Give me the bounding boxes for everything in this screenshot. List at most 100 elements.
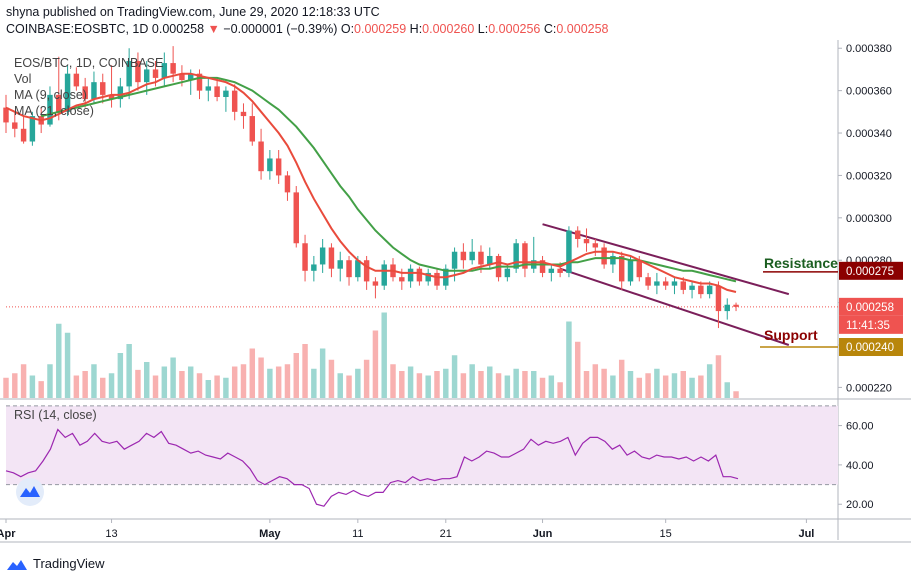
candle-body <box>425 272 431 282</box>
candle-body <box>522 243 528 269</box>
change-value: −0.000001 (−0.39%) <box>223 22 338 36</box>
candle-body <box>733 304 739 307</box>
rsi-tick-label: 40.00 <box>846 460 874 472</box>
candle-body <box>610 255 616 265</box>
candle-body <box>363 260 370 282</box>
low-value: 0.000256 <box>488 22 541 36</box>
resistance-price-badge: 0.000275 <box>846 266 894 278</box>
price-tick-label: 0.000360 <box>846 86 892 98</box>
candle-body <box>231 90 238 112</box>
candle-body <box>73 73 80 87</box>
channel-upper-line <box>542 223 790 296</box>
candle-body <box>126 60 132 87</box>
volume-bar <box>487 366 493 398</box>
candle-body <box>64 73 71 112</box>
volume-bar <box>434 371 440 398</box>
volume-bar <box>126 344 132 398</box>
candle-body <box>715 285 722 312</box>
volume-bar <box>574 341 581 398</box>
candle-body <box>187 73 194 81</box>
symbol: COINBASE:EOSBTC, 1D <box>6 22 149 36</box>
candle-body <box>601 247 607 265</box>
support-price-badge: 0.000240 <box>846 342 894 354</box>
volume-bar <box>311 368 317 398</box>
change-arrow-icon: ▼ <box>207 22 220 36</box>
legend-ma9: MA (9, close) <box>14 88 87 102</box>
volume-bar <box>161 366 168 398</box>
candle-body <box>698 285 704 295</box>
volume-bar <box>170 357 176 398</box>
open-label: O: <box>340 22 355 36</box>
volume-bar <box>733 391 739 398</box>
candle-body <box>284 175 291 193</box>
volume-bar <box>531 371 537 398</box>
candle-body <box>12 122 18 129</box>
volume-bar <box>698 375 704 398</box>
candle-body <box>548 268 555 273</box>
last-price-badge-bg <box>839 297 903 316</box>
candle-body <box>407 268 414 282</box>
candle-body <box>91 82 97 100</box>
volume-bar <box>478 371 484 398</box>
volume-bar <box>337 373 343 398</box>
price-tick-label: 0.000380 <box>846 43 892 55</box>
volume-bar <box>144 362 150 398</box>
last-price-badge: 0.000258 <box>846 302 894 314</box>
rsi-tick-label: 60.00 <box>846 421 874 433</box>
candle-body <box>706 285 713 295</box>
candle-body <box>328 247 335 269</box>
candle-body <box>662 281 669 286</box>
volume-bar <box>293 353 299 398</box>
volume-bar <box>152 375 159 398</box>
volume-bar <box>187 366 194 398</box>
candle-body <box>451 251 458 269</box>
time-tick-label: 11 <box>352 528 363 540</box>
volume-bar <box>724 382 730 398</box>
candle-body <box>636 260 643 278</box>
tradingview-logo-icon <box>7 559 27 570</box>
volume-bar <box>179 371 185 398</box>
volume-bar <box>196 373 203 398</box>
volume-bar <box>3 377 9 398</box>
candle-body <box>47 94 53 125</box>
volume-bar <box>363 359 370 398</box>
candle-body <box>311 264 317 271</box>
candle-body <box>399 277 405 282</box>
volume-bar <box>601 368 607 398</box>
volume-bar <box>557 382 563 398</box>
tradingview-logo[interactable]: TradingView <box>6 556 105 571</box>
candle-body <box>557 268 563 273</box>
price-tick-label: 0.000340 <box>846 128 892 140</box>
time-tick-label: Jun <box>533 528 553 540</box>
candle-body <box>214 86 220 97</box>
support-price-badge-bg <box>839 338 903 357</box>
candle-body <box>240 111 247 117</box>
candle-body <box>645 277 651 286</box>
candle-body <box>372 281 379 286</box>
volume-bar <box>513 368 519 398</box>
volume-bar <box>636 377 643 398</box>
volume-bar <box>135 369 141 398</box>
volume-bar <box>610 375 616 398</box>
price-tick-label: 0.000320 <box>846 170 892 182</box>
candle-body <box>275 158 282 176</box>
candle-body <box>108 94 115 100</box>
candle-body <box>302 243 308 271</box>
volume-bar <box>64 332 71 398</box>
volume-bar <box>47 364 53 398</box>
volume-bar <box>73 375 80 398</box>
candle-body <box>416 268 423 282</box>
volume-bar <box>662 375 669 398</box>
volume-bar <box>522 371 528 398</box>
candle-body <box>170 63 176 74</box>
candle-body <box>592 243 599 248</box>
candle-body <box>487 255 493 265</box>
channel-lower-line <box>559 267 790 346</box>
ohlc-bar: COINBASE:EOSBTC, 1D 0.000258 ▼ −0.000001… <box>6 22 609 36</box>
volume-bar <box>100 377 106 398</box>
volume-bar <box>319 348 326 398</box>
time-tick-label: 21 <box>440 528 452 540</box>
collapse-button-bg <box>16 478 44 506</box>
volume-bar <box>302 344 308 398</box>
